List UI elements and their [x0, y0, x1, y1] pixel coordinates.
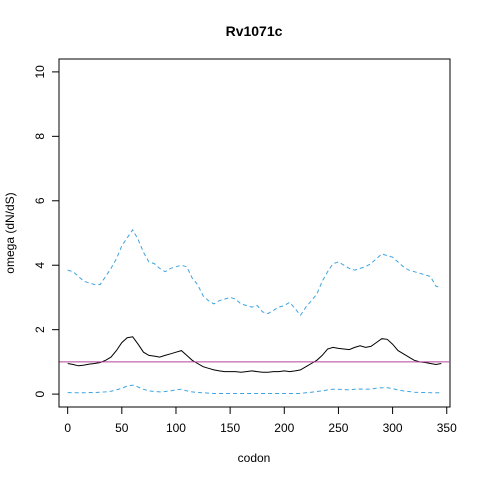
- x-tick-label: 50: [115, 421, 129, 435]
- y-tick-label: 8: [33, 133, 47, 140]
- y-axis: 0 2 4 6 8 10: [33, 65, 60, 397]
- chart-title: Rv1071c: [226, 23, 283, 39]
- lower-bound-line: [67, 384, 442, 394]
- upper-bound-line: [67, 228, 442, 317]
- x-tick-label: 0: [64, 421, 71, 435]
- x-tick-label: 350: [437, 421, 457, 435]
- x-tick-label: 300: [383, 421, 403, 435]
- y-tick-label: 4: [33, 262, 47, 269]
- y-tick-label: 2: [33, 326, 47, 333]
- x-axis-label: codon: [238, 451, 271, 465]
- plot-frame: [58, 58, 451, 408]
- y-tick-label: 10: [33, 65, 47, 79]
- omega-estimate-line: [67, 336, 442, 373]
- y-tick-label: 6: [33, 197, 47, 204]
- x-tick-label: 150: [220, 421, 240, 435]
- y-axis-label: omega (dN/dS): [3, 192, 17, 273]
- x-tick-label: 200: [274, 421, 294, 435]
- x-tick-label: 250: [328, 421, 348, 435]
- x-axis: 0 50 100 150 200 250 300 350: [64, 406, 457, 435]
- x-tick-label: 100: [166, 421, 186, 435]
- y-tick-label: 0: [33, 390, 47, 397]
- series-layer: [59, 228, 450, 394]
